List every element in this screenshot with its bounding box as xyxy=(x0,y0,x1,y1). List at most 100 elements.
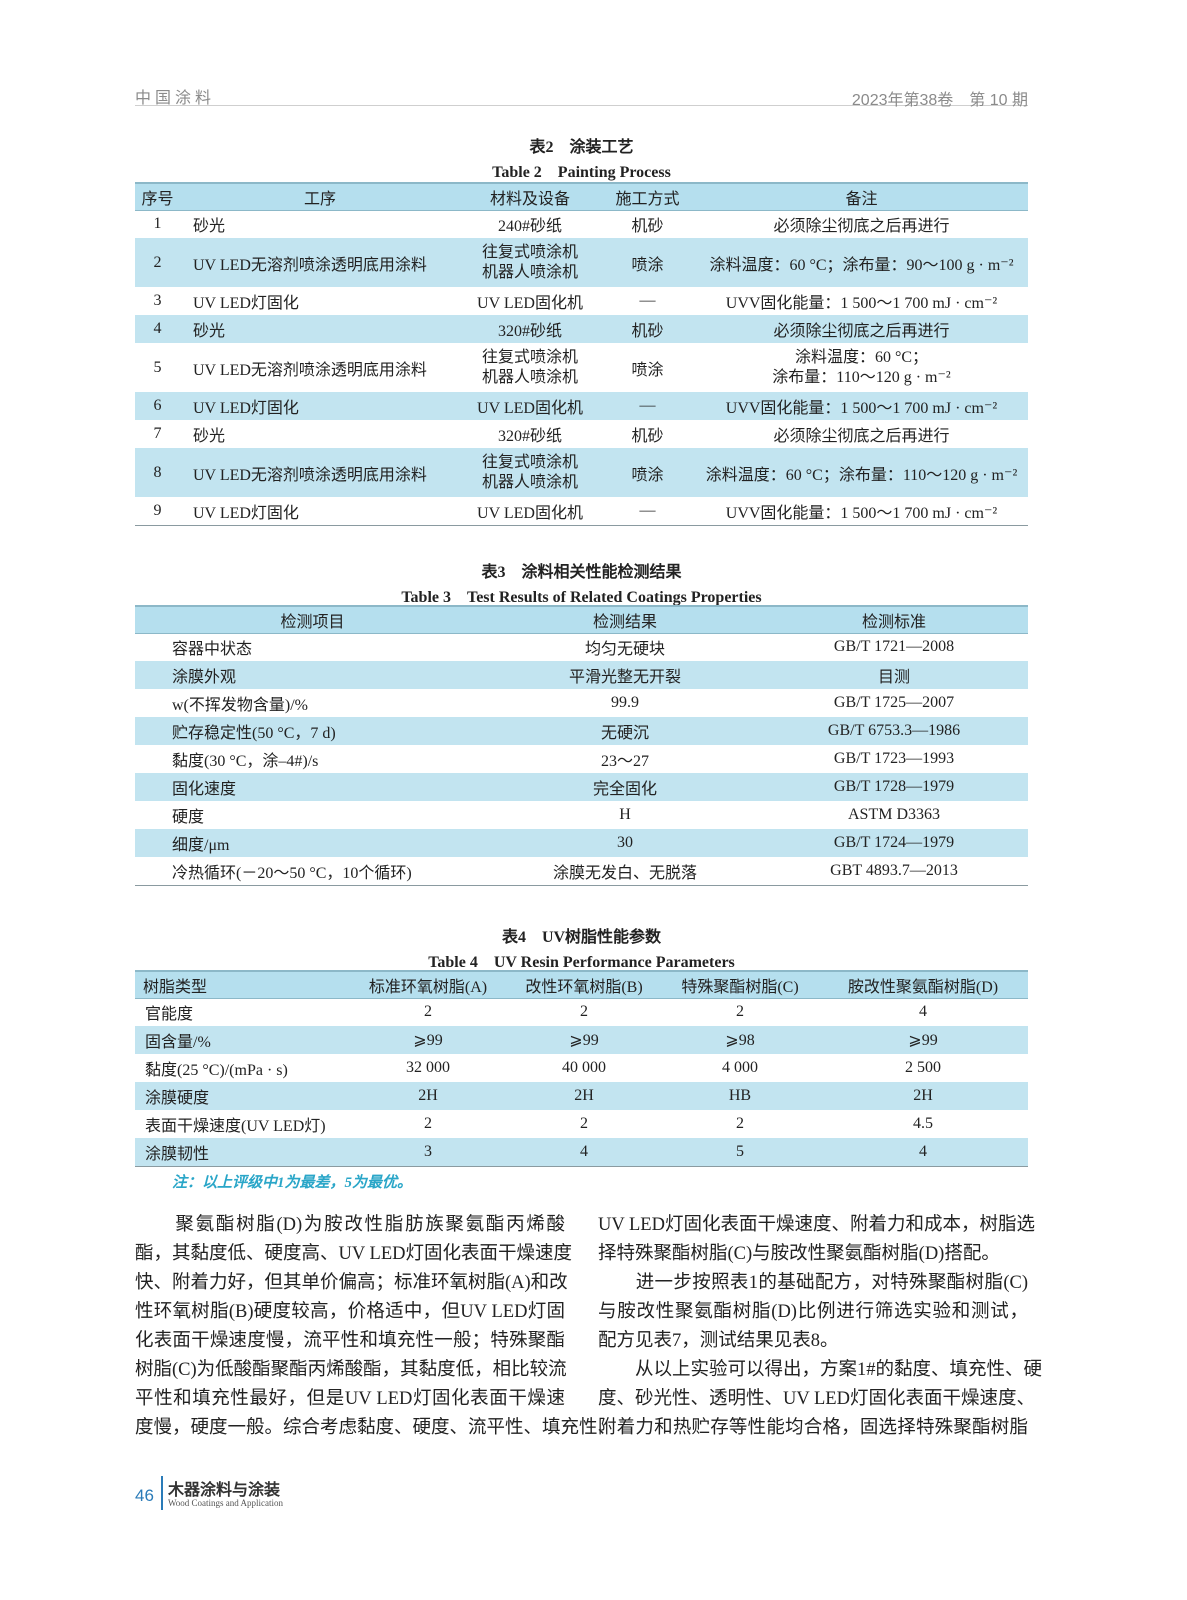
table-cell: 固化速度 xyxy=(172,781,237,798)
table-cell: GB/T 1723—1993 xyxy=(833,750,955,767)
column-header: 工序 xyxy=(180,183,460,211)
table-cell: 4 xyxy=(919,1142,927,1160)
table-row: 黏度(25 °C)/(mPa · s) 32 000 40 000 4 000 2 50… xyxy=(135,1054,1028,1082)
table-cell: 表面干燥速度(UV LED灯) xyxy=(145,1118,326,1135)
table-cell: — xyxy=(639,397,656,414)
table-cell: H xyxy=(619,806,631,823)
table-cell: 7 xyxy=(153,425,162,442)
table-cell: 9 xyxy=(153,501,162,519)
table-cell: 必须除尘彻底之后再进行 xyxy=(773,323,950,340)
table-cell: 无硬沉 xyxy=(600,725,649,742)
table-row: 3 UV LED灯固化 UV LED固化机 — UVV固化能量：1 500～1 700 … xyxy=(135,287,1028,315)
body-text-line: 从以上实验可以得出，方案1#的黏度、填充性、硬 xyxy=(598,1360,1043,1380)
cell-line: 机器人喷涂机 xyxy=(481,473,578,491)
table-row: 容器中状态 均匀无硬块 GB/T 1721—2008 xyxy=(135,633,1028,661)
table-row: 2 UV LED无溶剂喷涂透明底用涂料 往复式喷涂机 机器人喷涂机 喷涂 涂料温度：60 … xyxy=(135,238,1028,287)
table-cell: 涂膜硬度 xyxy=(145,1090,210,1107)
table-cell: 喷涂 xyxy=(631,256,664,274)
table-cell: GBT 4893.7—2013 xyxy=(830,861,958,879)
table-cell: 5 xyxy=(736,1142,744,1160)
table3-test-results: 检测项目 检测结果 检测标准 容器中状态 均匀无硬块 GB/T 1721—2008 涂膜外… xyxy=(135,605,1028,886)
table-cell: 2 xyxy=(424,1003,432,1021)
body-text-line: 进一步按照表1的基础配方，对特殊聚酯树脂(C) xyxy=(598,1273,1028,1293)
table-cell: 2H xyxy=(913,1087,933,1104)
column-header: 检测结果 xyxy=(490,606,760,634)
table3-title-en: Table 3 Test Results of Related Coatings… xyxy=(401,589,762,606)
cell-line: 涂布量：110～120 g · m⁻² xyxy=(772,368,951,386)
table-cell: 机砂 xyxy=(631,428,664,445)
column-header: 树脂类型 xyxy=(135,971,350,999)
table-cell: — xyxy=(639,501,656,519)
body-column-left: 聚氨酯树脂(D)为胺改性脂肪族聚氨酯丙烯酸 酯，其黏度低、硬度高、UV LED灯固… xyxy=(135,1211,616,1443)
table-cell: 4 xyxy=(919,1003,927,1021)
table-cell: 1 xyxy=(153,215,162,233)
column-header: 改性环氧树脂(B) xyxy=(506,971,662,999)
table-cell: 往复式喷涂机 机器人喷涂机 xyxy=(460,448,600,497)
table-row: 硬度 H ASTM D3363 xyxy=(135,801,1028,829)
table-row: 6 UV LED灯固化 UV LED固化机 — UVV固化能量：1 500～1 700 … xyxy=(135,392,1028,420)
body-text-line: 酯，其黏度低、硬度高、UV LED灯固化表面干燥速度 xyxy=(135,1244,572,1264)
table-cell: 6 xyxy=(153,397,162,414)
column-header: 施工方式 xyxy=(600,183,695,211)
body-text-line: 快、附着力好，但其单价偏高；标准环氧树脂(A)和改 xyxy=(135,1273,568,1293)
table-cell: 涂料温度：60 °C； 涂布量：110～120 g · m⁻² xyxy=(695,343,1028,392)
table-cell: 4 xyxy=(580,1142,588,1160)
table-cell: 3 xyxy=(424,1142,432,1160)
table-cell: 冷热循环(－20～50 °C，10个循环) xyxy=(172,864,412,882)
body-text-line: 配方见表7，测试结果见表8。 xyxy=(598,1331,839,1351)
table-cell: 涂膜外观 xyxy=(172,669,237,686)
body-text-line: 化表面干燥速度慢，流平性和填充性一般；特殊聚酯 xyxy=(135,1331,565,1351)
table-cell: UV LED灯固化 xyxy=(193,504,299,522)
cell-line: 涂料温度：60 °C； xyxy=(794,348,929,366)
table-cell: 8 xyxy=(153,463,162,481)
table-row: 贮存稳定性(50 °C，7 d) 无硬沉 GB/T 6753.3—1986 xyxy=(135,717,1028,745)
table3-title-cn: 表3 涂料相关性能检测结果 xyxy=(481,564,682,581)
table-cell: UV LED无溶剂喷涂透明底用涂料 xyxy=(193,361,427,379)
table-cell: 2 xyxy=(736,1003,744,1021)
cell-line: 往复式喷涂机 xyxy=(481,348,578,366)
table-cell: 240#砂纸 xyxy=(497,218,562,236)
table-cell: 砂光 xyxy=(193,428,226,445)
table-cell: 必须除尘彻底之后再进行 xyxy=(773,428,950,445)
table-cell: 40 000 xyxy=(562,1059,606,1076)
table-cell: 固含量/% xyxy=(145,1034,211,1051)
table-cell: 完全固化 xyxy=(592,781,657,798)
table-cell: GB/T 1724—1979 xyxy=(833,834,955,851)
footer-divider xyxy=(161,1476,163,1510)
table-cell: 细度/μm xyxy=(172,837,230,854)
table-cell: 99.9 xyxy=(611,694,639,711)
table-cell: 必须除尘彻底之后再进行 xyxy=(773,218,950,236)
table-cell: 喷涂 xyxy=(631,361,664,379)
table-cell: ⩾99 xyxy=(908,1032,938,1049)
table-cell: 机砂 xyxy=(631,218,664,236)
table-cell: ⩾99 xyxy=(569,1032,599,1049)
table-cell: 涂料温度：60 °C；涂布量：110～120 g · m⁻² xyxy=(705,466,1018,484)
column-header: 检测项目 xyxy=(135,606,490,634)
table-cell: 320#砂纸 xyxy=(497,428,562,445)
table-cell: 2 xyxy=(580,1003,588,1021)
table-cell: 2H xyxy=(574,1087,594,1104)
body-text-line: 择特殊聚酯树脂(C)与胺改性聚氨酯树脂(D)搭配。 xyxy=(598,1244,1000,1264)
table-header-row: 树脂类型 标准环氧树脂(A) 改性环氧树脂(B) 特殊聚酯树脂(C) 胺改性聚氨酯树脂(… xyxy=(135,971,1028,999)
cell-line: 机器人喷涂机 xyxy=(481,263,578,281)
table-row: 冷热循环(－20～50 °C，10个循环) 涂膜无发白、无脱落 GBT 4893.7… xyxy=(135,857,1028,885)
page-number: 46 xyxy=(135,1486,154,1505)
journal-name: 中国涂料 xyxy=(135,90,216,107)
body-text-line: 度、砂光性、透明性、UV LED灯固化表面干燥速度、 xyxy=(598,1389,1035,1409)
table-cell: 2 xyxy=(580,1115,588,1132)
table-cell: 2 xyxy=(736,1115,744,1132)
table-cell: 黏度(25 °C)/(mPa · s) xyxy=(145,1062,288,1079)
running-header: 中国涂料 2023年第38卷 第 10 期 xyxy=(135,84,1028,109)
table-cell: UV LED灯固化 xyxy=(193,295,299,312)
table-row: 官能度 2 2 2 4 xyxy=(135,998,1028,1026)
table-cell: GB/T 1721—2008 xyxy=(833,638,955,656)
cell-line: 机器人喷涂机 xyxy=(481,368,578,386)
table-cell: ⩾98 xyxy=(725,1032,755,1049)
column-header: 特殊聚酯树脂(C) xyxy=(662,971,818,999)
table-cell: 4 xyxy=(153,320,162,337)
table-cell: GB/T 6753.3—1986 xyxy=(827,722,961,739)
table-cell: 32 000 xyxy=(406,1059,450,1076)
table-row: 涂膜外观 平滑光整无开裂 目测 xyxy=(135,661,1028,689)
table-cell: UV LED无溶剂喷涂透明底用涂料 xyxy=(193,256,427,274)
body-text-line: UV LED灯固化表面干燥速度、附着力和成本，树脂选 xyxy=(598,1215,1035,1235)
